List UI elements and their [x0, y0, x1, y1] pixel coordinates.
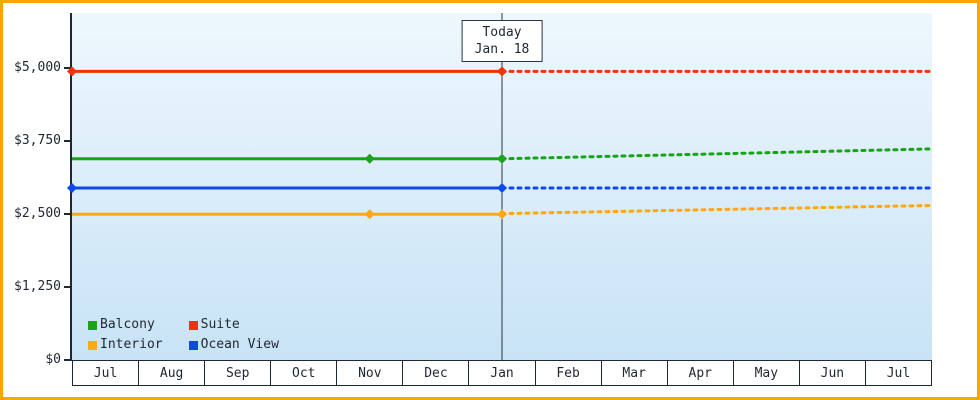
month-cell-may: May	[732, 360, 800, 386]
y-tick-label: $1,250	[14, 279, 61, 295]
legend-label: Ocean View	[200, 337, 279, 352]
today-annotation-line1: Today	[482, 25, 522, 40]
legend-swatch-ocean-view	[188, 340, 198, 350]
month-cell-oct: Oct	[270, 360, 338, 386]
today-annotation-line2: Jan. 18	[474, 42, 530, 57]
y-tick-label: $3,750	[14, 133, 61, 149]
chart-canvas	[67, 13, 934, 360]
series-marker-suite	[67, 66, 77, 77]
series-marker-suite	[497, 66, 507, 77]
legend-item-interior: Interior	[88, 336, 163, 354]
series-marker-interior	[364, 209, 375, 220]
month-cell-apr: Apr	[666, 360, 734, 386]
y-tick-mark	[64, 359, 70, 361]
legend-swatch-balcony	[88, 320, 97, 330]
y-tick-mark	[64, 286, 70, 289]
month-cell-dec: Dec	[402, 360, 470, 386]
month-cell-jul: Jul	[72, 360, 140, 386]
legend-item-ocean-view: Ocean View	[188, 336, 279, 354]
series-marker-interior	[497, 209, 507, 220]
month-cell-aug: Aug	[138, 360, 206, 386]
y-tick-label: $2,500	[14, 206, 61, 222]
plot-area: Balcony Suite Interior Ocean View	[67, 13, 934, 361]
legend-swatch-suite	[188, 320, 198, 330]
month-cell-nov: Nov	[336, 360, 404, 386]
series-marker-balcony	[497, 153, 507, 164]
y-tick-label: $0	[45, 352, 61, 367]
y-tick-mark	[64, 67, 70, 70]
series-marker-ocean-view	[497, 182, 507, 193]
y-tick-label: $5,000	[14, 60, 61, 76]
series-forecast-interior	[500, 203, 934, 216]
legend-item-suite: Suite	[188, 316, 279, 334]
series-marker-ocean-view	[67, 182, 77, 193]
month-cell-mar: Mar	[600, 360, 668, 386]
series-forecast-balcony	[500, 147, 934, 161]
month-cell-jan: Jan	[468, 360, 536, 386]
legend-label: Interior	[100, 337, 163, 352]
x-axis-month-row: Jul Aug Sep Oct Nov Dec Jan Feb Mar Apr May Jun Jul	[72, 360, 933, 386]
month-cell-jul: Jul	[864, 360, 933, 386]
legend-label: Balcony	[100, 317, 155, 332]
legend-swatch-interior	[88, 340, 97, 350]
y-tick-mark	[64, 213, 70, 216]
month-cell-feb: Feb	[534, 360, 602, 386]
series-marker-balcony	[364, 153, 375, 164]
month-cell-sep: Sep	[204, 360, 272, 386]
y-tick-mark	[64, 140, 70, 143]
month-cell-jun: Jun	[798, 360, 866, 386]
legend-label: Suite	[200, 317, 240, 332]
today-annotation: Today Jan. 18	[461, 20, 543, 62]
legend: Balcony Suite Interior Ocean View	[88, 316, 279, 354]
legend-item-balcony: Balcony	[88, 316, 163, 334]
